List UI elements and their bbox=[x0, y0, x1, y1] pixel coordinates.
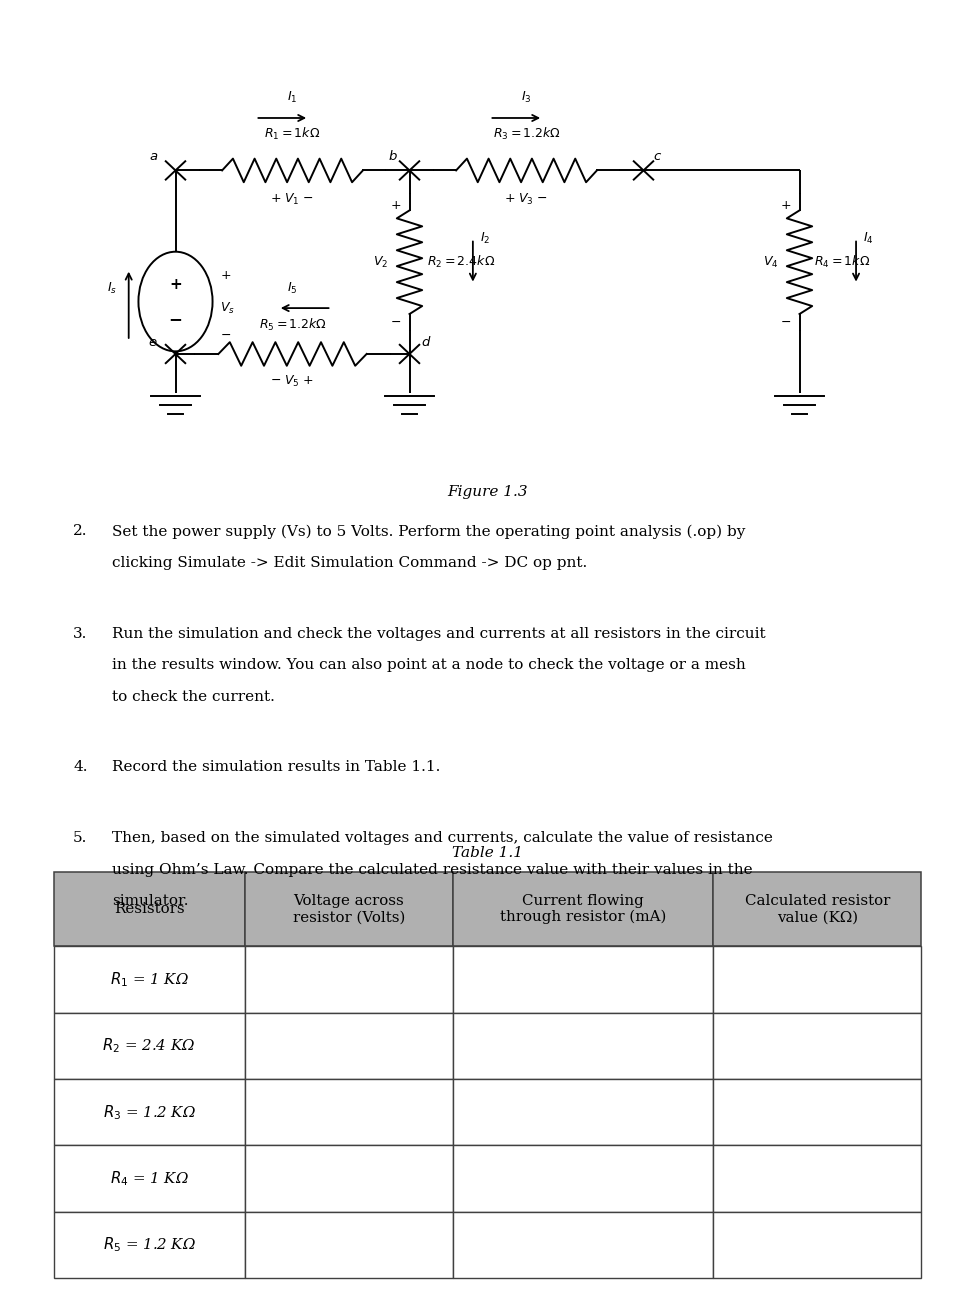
Text: +: + bbox=[169, 277, 182, 292]
Text: $-$ $V_5$ $+$: $-$ $V_5$ $+$ bbox=[270, 374, 315, 389]
Text: $d$: $d$ bbox=[421, 334, 432, 349]
Bar bbox=[713, 1079, 921, 1146]
Bar bbox=[452, 1079, 713, 1146]
Text: $+$: $+$ bbox=[390, 199, 402, 212]
Text: $V_2$: $V_2$ bbox=[372, 254, 388, 270]
Text: 5.: 5. bbox=[73, 831, 88, 846]
Bar bbox=[452, 1012, 713, 1079]
Text: $-$: $-$ bbox=[780, 315, 792, 328]
Text: Set the power supply (Vs) to 5 Volts. Perform the operating point analysis (.op): Set the power supply (Vs) to 5 Volts. Pe… bbox=[112, 524, 746, 539]
Bar bbox=[452, 872, 713, 947]
Bar bbox=[245, 1079, 452, 1146]
Bar bbox=[713, 947, 921, 1012]
Text: $-$: $-$ bbox=[220, 328, 231, 341]
Text: $c$: $c$ bbox=[653, 149, 662, 163]
Text: clicking Simulate -> Edit Simulation Command -> DC op pnt.: clicking Simulate -> Edit Simulation Com… bbox=[112, 556, 587, 570]
Text: in the results window. You can also point at a node to check the voltage or a me: in the results window. You can also poin… bbox=[112, 658, 746, 673]
Bar bbox=[54, 1012, 245, 1079]
Bar bbox=[713, 1146, 921, 1211]
Text: $-$: $-$ bbox=[390, 315, 402, 328]
Text: 4.: 4. bbox=[73, 760, 88, 775]
Text: using Ohm’s Law. Compare the calculated resistance value with their values in th: using Ohm’s Law. Compare the calculated … bbox=[112, 863, 753, 877]
Bar bbox=[245, 872, 452, 947]
Text: simulator.: simulator. bbox=[112, 894, 188, 909]
Bar bbox=[245, 1012, 452, 1079]
Bar bbox=[713, 1012, 921, 1079]
Bar bbox=[54, 1211, 245, 1278]
Bar bbox=[54, 872, 245, 947]
Text: $V_s$: $V_s$ bbox=[220, 300, 235, 316]
Bar bbox=[54, 1146, 245, 1211]
Text: $e$: $e$ bbox=[148, 336, 158, 349]
Text: $R_4=1k\Omega$: $R_4=1k\Omega$ bbox=[814, 254, 871, 270]
Text: Run the simulation and check the voltages and currents at all resistors in the c: Run the simulation and check the voltage… bbox=[112, 627, 765, 641]
Text: $R_5=1.2k\Omega$: $R_5=1.2k\Omega$ bbox=[258, 317, 327, 333]
Text: $b$: $b$ bbox=[388, 148, 398, 163]
Text: $I_s$: $I_s$ bbox=[107, 281, 117, 296]
Text: $I_2$: $I_2$ bbox=[480, 231, 490, 246]
Text: $I_1$: $I_1$ bbox=[288, 89, 297, 105]
Bar bbox=[452, 1146, 713, 1211]
Text: Then, based on the simulated voltages and currents, calculate the value of resis: Then, based on the simulated voltages an… bbox=[112, 831, 773, 846]
Bar bbox=[452, 947, 713, 1012]
Text: $R_4$ = 1 KΩ: $R_4$ = 1 KΩ bbox=[109, 1169, 188, 1188]
Text: Figure 1.3: Figure 1.3 bbox=[448, 485, 527, 499]
Text: Calculated resistor
value (KΩ): Calculated resistor value (KΩ) bbox=[745, 894, 890, 924]
Text: Record the simulation results in Table 1.1.: Record the simulation results in Table 1… bbox=[112, 760, 441, 775]
Text: Current flowing
through resistor (mA): Current flowing through resistor (mA) bbox=[500, 894, 666, 924]
Text: Table 1.1: Table 1.1 bbox=[452, 846, 523, 860]
Text: $I_5$: $I_5$ bbox=[288, 281, 297, 296]
Text: $R_2=2.4k\Omega$: $R_2=2.4k\Omega$ bbox=[427, 254, 495, 270]
Text: −: − bbox=[169, 309, 182, 328]
Bar bbox=[452, 1211, 713, 1278]
Text: $R_5$ = 1.2 KΩ: $R_5$ = 1.2 KΩ bbox=[102, 1236, 196, 1255]
Bar bbox=[54, 1079, 245, 1146]
Text: $+$ $V_1$ $-$: $+$ $V_1$ $-$ bbox=[270, 191, 315, 207]
Bar bbox=[54, 947, 245, 1012]
Bar bbox=[713, 1211, 921, 1278]
Text: Resistors: Resistors bbox=[114, 902, 184, 916]
Text: $R_3=1.2k\Omega$: $R_3=1.2k\Omega$ bbox=[492, 126, 561, 142]
Bar bbox=[245, 947, 452, 1012]
Text: $+$: $+$ bbox=[220, 269, 232, 282]
Text: Voltage across
resistor (Volts): Voltage across resistor (Volts) bbox=[292, 894, 405, 924]
Text: $I_3$: $I_3$ bbox=[522, 89, 531, 105]
Text: $a$: $a$ bbox=[149, 149, 158, 163]
Text: 2.: 2. bbox=[73, 524, 88, 539]
Bar bbox=[713, 872, 921, 947]
Text: $R_1=1k\Omega$: $R_1=1k\Omega$ bbox=[264, 126, 321, 142]
Text: 3.: 3. bbox=[73, 627, 88, 641]
Text: $V_4$: $V_4$ bbox=[762, 254, 778, 270]
Bar bbox=[245, 1146, 452, 1211]
Text: $+$ $V_3$ $-$: $+$ $V_3$ $-$ bbox=[504, 191, 549, 207]
Text: to check the current.: to check the current. bbox=[112, 690, 275, 704]
Text: $R_1$ = 1 KΩ: $R_1$ = 1 KΩ bbox=[109, 970, 188, 988]
Text: $+$: $+$ bbox=[780, 199, 792, 212]
Text: $R_3$ = 1.2 KΩ: $R_3$ = 1.2 KΩ bbox=[102, 1103, 196, 1122]
Text: $R_2$ = 2.4 KΩ: $R_2$ = 2.4 KΩ bbox=[102, 1037, 196, 1055]
Text: $I_4$: $I_4$ bbox=[863, 231, 874, 246]
Bar bbox=[245, 1211, 452, 1278]
